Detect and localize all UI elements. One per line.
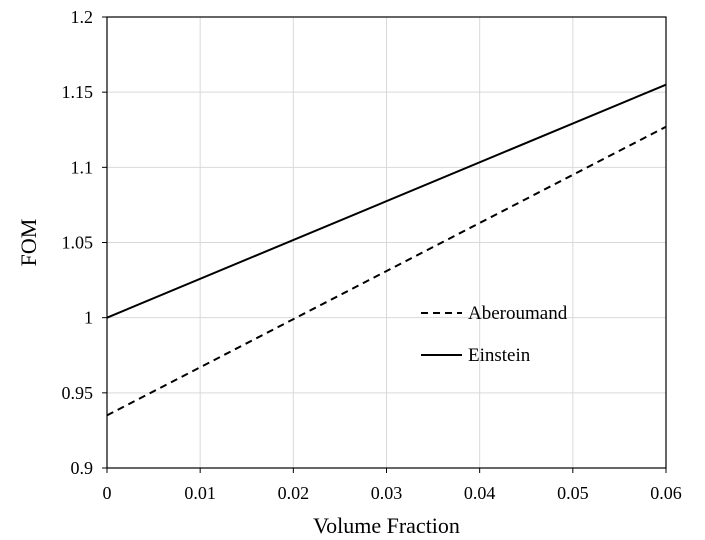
series-line-aberoumand	[106, 125, 667, 417]
plot-series	[106, 83, 667, 417]
x-tick-label: 0.05	[557, 483, 589, 503]
y-tick-label: 1	[84, 308, 93, 328]
x-tick-label: 0	[103, 483, 112, 503]
y-tick-label: 1.2	[71, 7, 94, 27]
y-tick-label: 0.95	[62, 383, 94, 403]
x-tick-label: 0.03	[371, 483, 403, 503]
x-tick-label: 0.04	[464, 483, 496, 503]
series-line-einstein	[106, 83, 667, 319]
legend-label-aberoumand: Aberoumand	[468, 303, 568, 324]
x-tick-label: 0.06	[650, 483, 682, 503]
legend: Aberoumand Einstein	[421, 303, 568, 366]
x-tick-label: 0.02	[278, 483, 310, 503]
y-tick-label: 1.15	[62, 82, 94, 102]
x-axis-label: Volume Fraction	[313, 513, 460, 538]
y-axis-label: FOM	[16, 219, 41, 267]
x-tick-label: 0.01	[184, 483, 216, 503]
y-tick-label: 1.05	[62, 233, 94, 253]
y-tick-label: 0.9	[71, 458, 94, 478]
y-tick-label: 1.1	[71, 157, 94, 177]
legend-label-einstein: Einstein	[468, 345, 531, 366]
axis-ticks: 0 0.01 0.02 0.03 0.04 0.05 0.06 0.9 0.95 1 1.05 1.1…	[62, 7, 682, 503]
gridlines	[107, 17, 666, 468]
